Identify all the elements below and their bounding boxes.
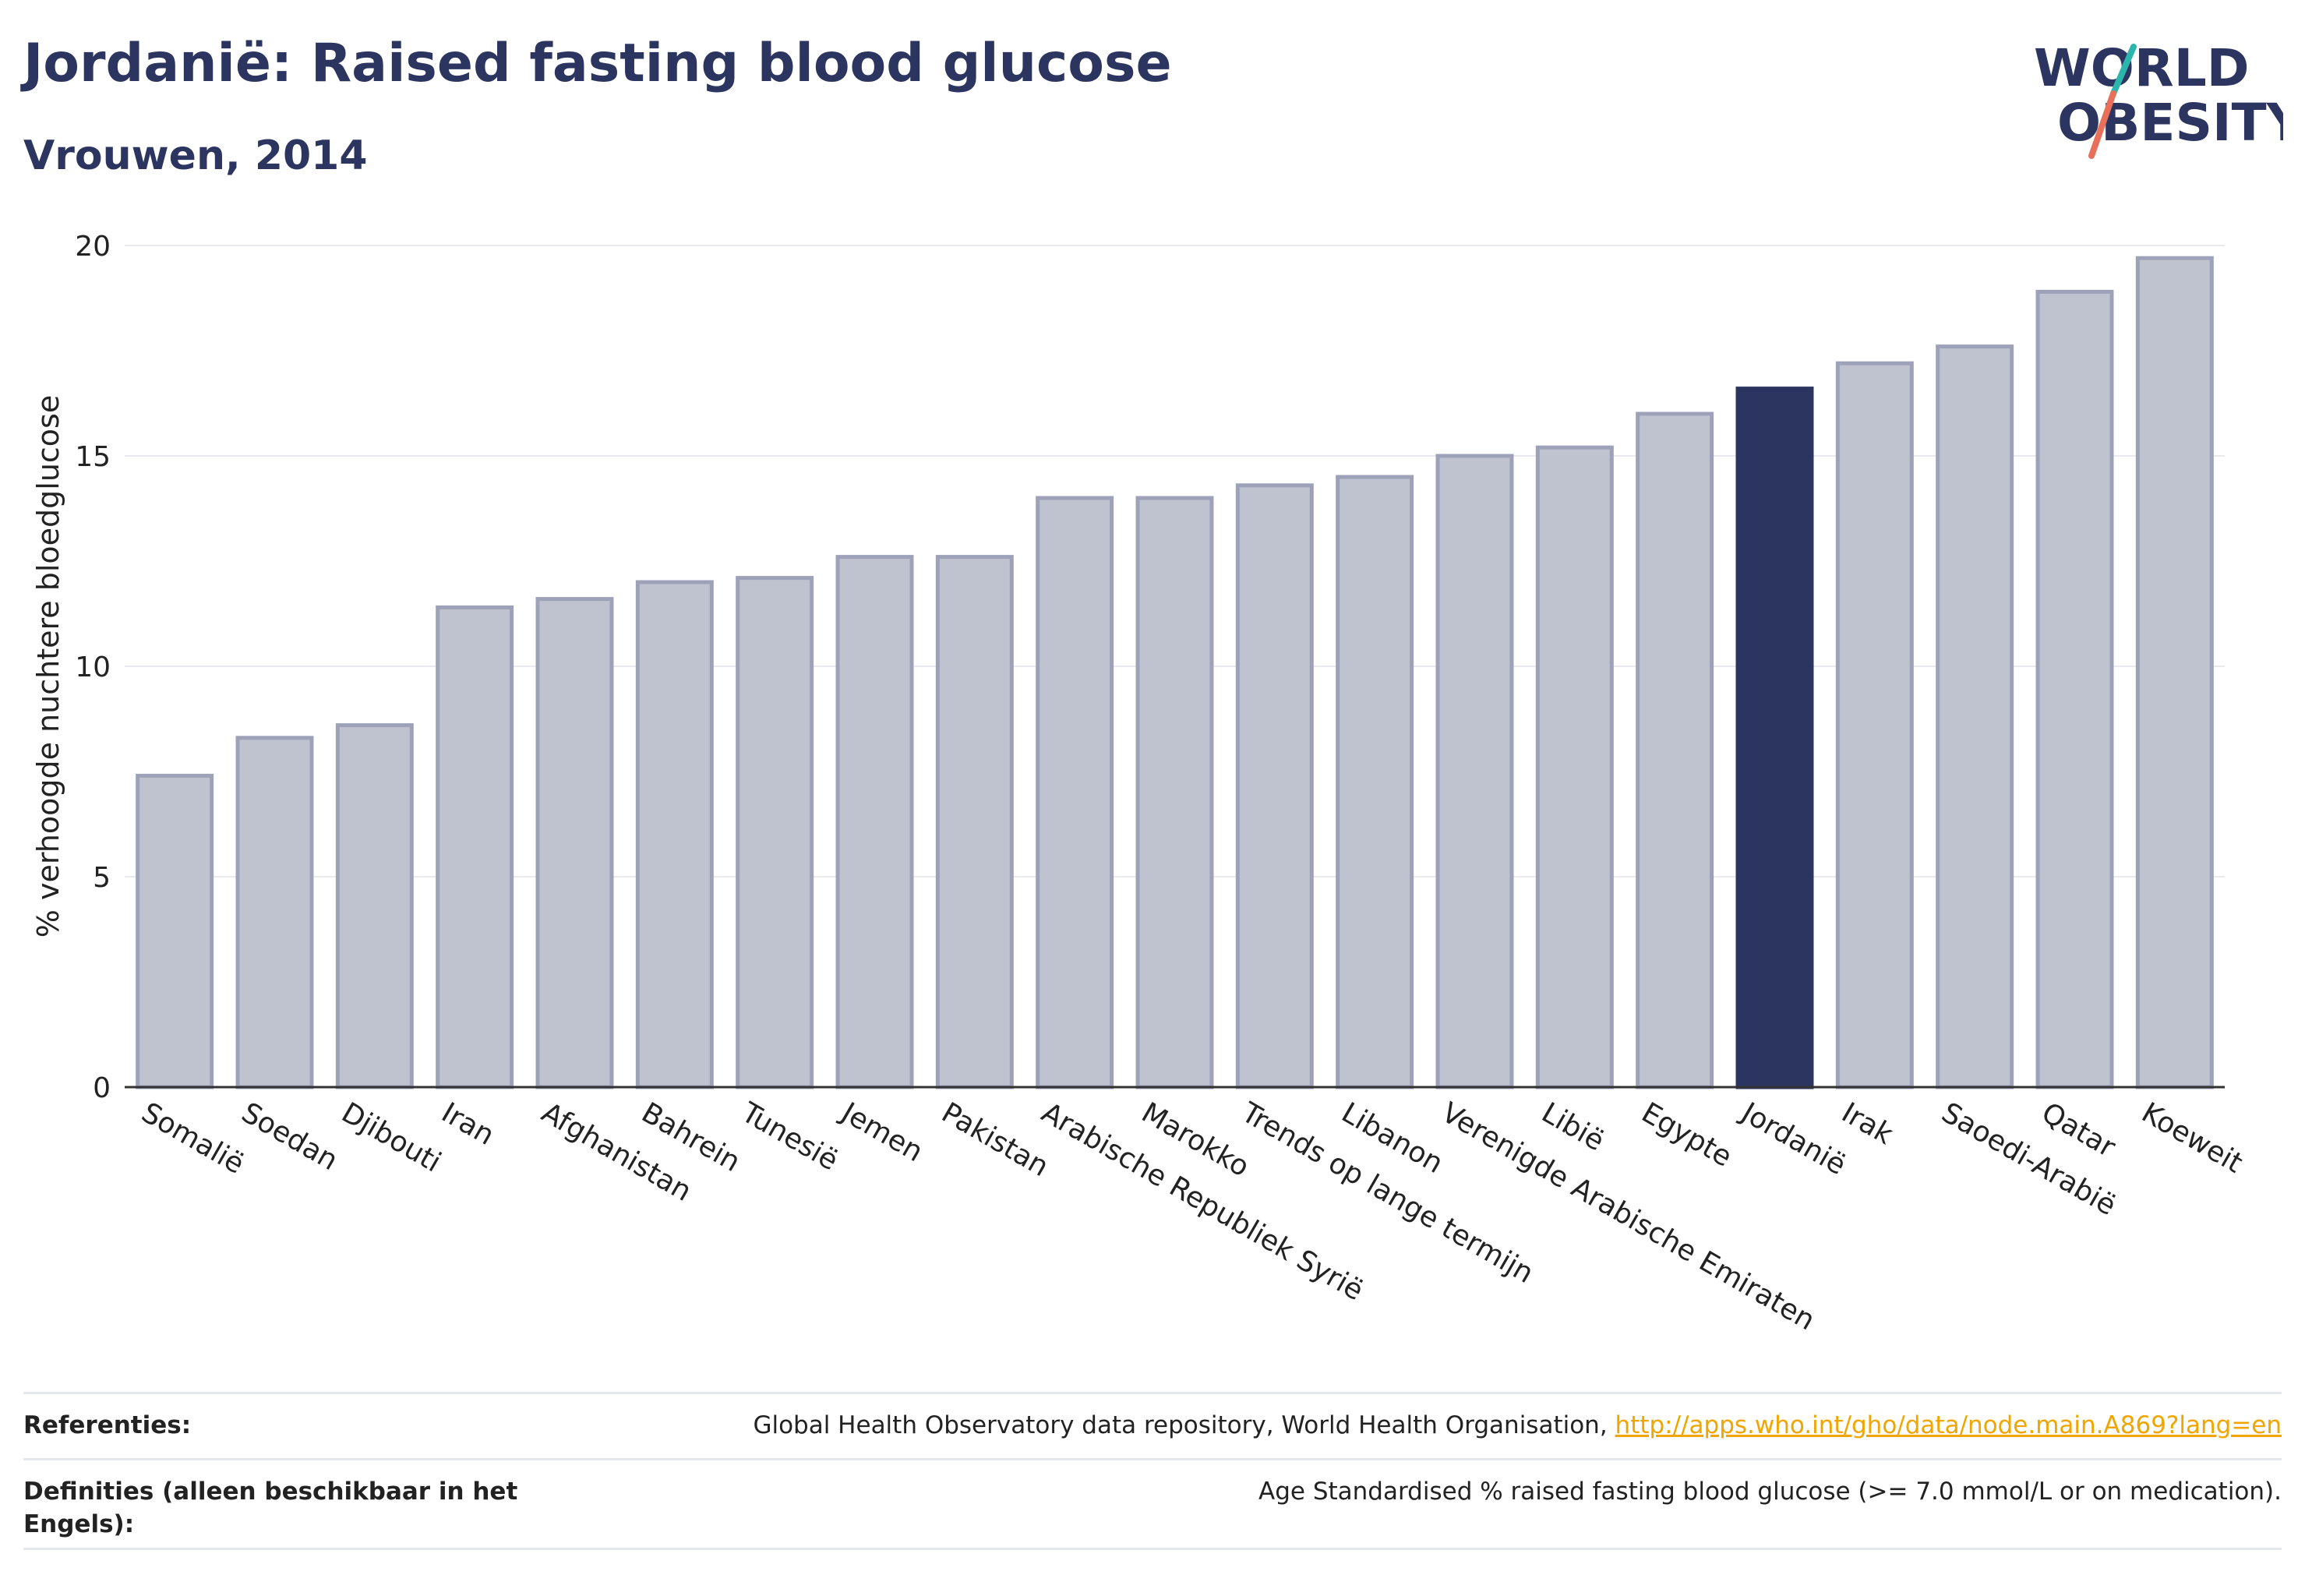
y-axis-label: % verhoogde nuchtere bloedglucose <box>31 395 65 937</box>
bar <box>2135 256 2214 1089</box>
x-tick-label: Libië <box>1536 1096 1609 1157</box>
bar-highlight <box>1735 387 1814 1089</box>
bar <box>235 736 314 1089</box>
bar <box>736 576 814 1089</box>
footer-references-row: Referenties: Global Health Observatory d… <box>23 1392 2282 1458</box>
x-tick-label: Somalië <box>136 1096 249 1181</box>
logo-slash-coral <box>2088 90 2116 159</box>
x-tick-label: Soedan <box>236 1096 343 1177</box>
y-tick-label: 5 <box>93 862 111 894</box>
x-tick-label: Egypte <box>1636 1096 1738 1174</box>
bar <box>436 605 514 1089</box>
bar-chart: 0 5 10 15 20 % verhoogde nuchtere bloedglucos… <box>31 231 2248 1336</box>
y-tick-label: 20 <box>75 231 111 263</box>
x-tick-label: Saoedi-Arabië <box>1936 1096 2122 1222</box>
world-obesity-logo: WORLD OBESITY <box>2034 38 2283 159</box>
bar <box>935 555 1014 1089</box>
bar <box>1135 496 1214 1089</box>
x-tick-label: Koeweit <box>2136 1096 2247 1179</box>
x-tick-label: Tunesië <box>736 1096 843 1178</box>
bar <box>1535 445 1614 1089</box>
bar <box>335 723 414 1089</box>
bar <box>136 773 214 1089</box>
x-tick-label: Jemen <box>835 1096 928 1168</box>
bar <box>1636 411 1714 1089</box>
definitions-value: Age Standardised % raised fasting blood … <box>1258 1478 2282 1506</box>
bar <box>835 555 914 1089</box>
x-tick-label: Jordanië <box>1735 1096 1851 1181</box>
definitions-label: Definities (alleen beschikbaar in het En… <box>23 1478 518 1538</box>
bar <box>1835 361 1914 1089</box>
bar <box>2035 289 2114 1089</box>
references-label: Referenties: <box>23 1411 192 1440</box>
footer-definitions-row: Definities (alleen beschikbaar in het En… <box>23 1458 2282 1550</box>
x-tick-label: Iran <box>436 1096 499 1152</box>
references-text: Global Health Observatory data repositor… <box>753 1411 1615 1440</box>
logo-line1: WORLD <box>2034 38 2250 98</box>
x-tick-label: Djibouti <box>336 1096 446 1178</box>
bar <box>535 597 614 1089</box>
bar <box>1936 344 2014 1089</box>
bar <box>1235 483 1314 1089</box>
references-link[interactable]: http://apps.who.int/gho/data/node.main.A… <box>1615 1411 2282 1440</box>
bar <box>635 580 714 1089</box>
logo-slash-teal <box>2110 44 2137 97</box>
x-tick-label: Pakistan <box>936 1096 1054 1183</box>
bar <box>1336 475 1414 1089</box>
bar <box>1036 496 1114 1089</box>
footer: Referenties: Global Health Observatory d… <box>23 1392 2282 1550</box>
y-tick-label: 15 <box>75 441 111 473</box>
page-title: Jordanië: Raised fasting blood glucose <box>23 33 1172 94</box>
y-tick-label: 0 <box>93 1072 111 1104</box>
y-tick-label: 10 <box>75 651 111 683</box>
bar <box>1435 454 1514 1089</box>
page-subtitle: Vrouwen, 2014 <box>23 132 368 179</box>
x-tick-label: Irak <box>1836 1096 1898 1151</box>
references-value: Global Health Observatory data repositor… <box>753 1410 2282 1442</box>
